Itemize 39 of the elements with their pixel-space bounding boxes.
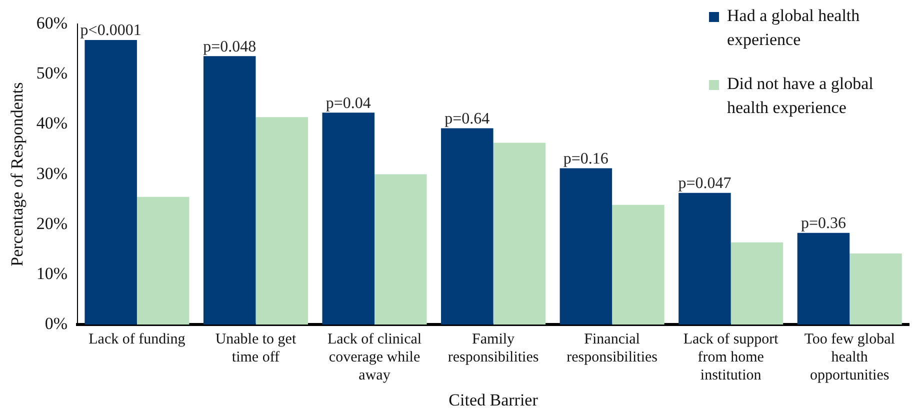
y-tick-label: 20% xyxy=(36,214,68,233)
x-tick-label: Too few global health opportunities xyxy=(804,332,895,384)
y-tick-label: 40% xyxy=(36,114,68,133)
annotation: p=0.047 xyxy=(678,175,732,192)
y-tick-label: 50% xyxy=(36,64,68,83)
bar xyxy=(612,204,664,325)
y-tick-label: 30% xyxy=(36,164,68,183)
annotation: p=0.16 xyxy=(563,150,608,168)
x-tick-label: Unable to get time off xyxy=(215,332,297,366)
bar xyxy=(136,196,190,325)
annotation: p=0.36 xyxy=(800,215,846,232)
annotation: p=0.04 xyxy=(326,94,371,112)
x-axis-title: Cited Barrier xyxy=(448,390,538,410)
x-tick-label: Lack of support from home institution xyxy=(683,332,780,384)
annotation: p=0.048 xyxy=(203,38,256,56)
annotation: p=0.64 xyxy=(444,110,490,128)
bar xyxy=(678,192,731,325)
legend-label: Did not have a global health experience xyxy=(727,74,874,117)
y-tick-label: 0% xyxy=(44,314,68,334)
x-tick-label: Lack of clinical coverage while away xyxy=(327,332,422,384)
annotation: p<0.0001 xyxy=(80,22,142,40)
bar xyxy=(730,242,784,325)
bar xyxy=(797,232,850,325)
bar xyxy=(441,128,494,325)
bar xyxy=(560,168,612,325)
x-tick-label: Financial responsibilities xyxy=(566,332,658,366)
x-tick-label: Lack of funding xyxy=(88,332,186,348)
bar xyxy=(322,112,375,325)
x-tick-label: Family responsibilities xyxy=(448,332,539,366)
bar xyxy=(256,117,308,325)
bar xyxy=(84,40,137,325)
y-axis-title: Percentage of Respondents xyxy=(8,82,27,266)
y-tick-label: 10% xyxy=(36,264,68,283)
y-tick-label: 60% xyxy=(36,13,68,32)
bar xyxy=(203,56,256,325)
bar xyxy=(493,142,546,325)
bar xyxy=(374,174,427,325)
bar xyxy=(850,253,902,325)
legend-label: Had a global health experience xyxy=(727,6,860,49)
